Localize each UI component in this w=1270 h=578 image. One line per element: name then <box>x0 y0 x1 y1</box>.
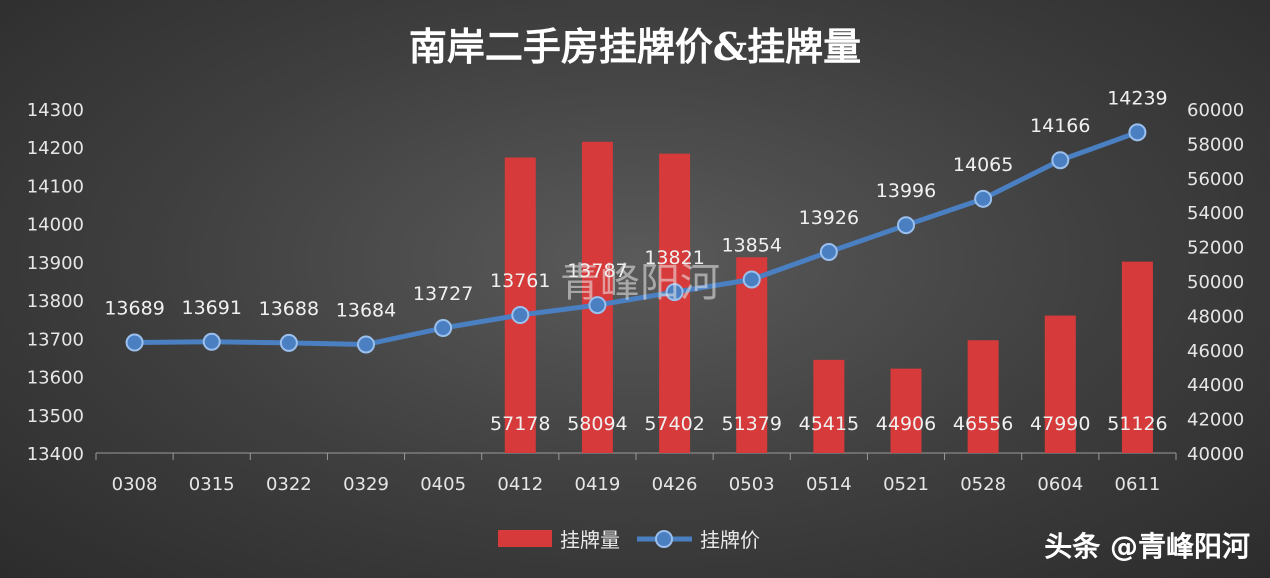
right-tick-label: 42000 <box>1187 410 1244 431</box>
x-tick-label: 0604 <box>1037 474 1083 495</box>
bar-data-label: 51379 <box>721 413 781 435</box>
line-data-label: 14166 <box>1030 115 1090 137</box>
line-data-label: 13689 <box>104 298 164 320</box>
right-tick-label: 40000 <box>1187 444 1244 465</box>
line-point <box>665 283 684 302</box>
line-data-label: 13787 <box>567 260 627 282</box>
bar-data-label: 44906 <box>876 413 936 435</box>
line-point <box>434 319 453 338</box>
left-tick-label: 14000 <box>27 215 84 236</box>
line-point <box>357 335 375 354</box>
x-tick-label: 0528 <box>960 474 1006 495</box>
right-tick-label: 56000 <box>1187 169 1244 190</box>
credit-text: 头条 @青峰阳河 <box>1044 530 1250 563</box>
legend-label-volume: 挂牌量 <box>560 528 620 552</box>
x-tick-label: 0405 <box>420 474 466 495</box>
left-tick-label: 13400 <box>27 444 84 465</box>
right-tick-label: 44000 <box>1187 375 1244 396</box>
bar-data-label: 46556 <box>953 413 1013 435</box>
left-axis-ticks: 13400 13500 13600 13700 13800 13900 14000 14100… <box>27 100 84 465</box>
bar-data-label: 51126 <box>1107 413 1167 435</box>
legend-line-marker <box>655 530 673 548</box>
line-data-labels: 13689 13691 13688 13684 13727 13761 13787 13821… <box>104 87 1167 321</box>
bar-data-label: 57402 <box>644 413 704 435</box>
legend: 挂牌量 挂牌价 <box>498 528 760 552</box>
right-tick-label: 58000 <box>1187 134 1244 155</box>
x-tick-label: 0308 <box>112 474 158 495</box>
line-data-label: 13996 <box>876 180 936 202</box>
left-tick-label: 14300 <box>27 100 84 121</box>
bar-data-label: 47990 <box>1030 413 1090 435</box>
line-point <box>511 306 530 325</box>
line-series <box>125 123 1147 354</box>
bar <box>659 153 691 453</box>
bar <box>967 340 999 453</box>
left-tick-label: 13500 <box>27 406 84 427</box>
right-tick-label: 50000 <box>1187 272 1244 293</box>
bar <box>1121 261 1153 453</box>
line-data-label: 13691 <box>181 297 241 319</box>
x-tick-label: 0503 <box>729 474 775 495</box>
bar <box>736 257 768 453</box>
line-data-label: 13688 <box>259 298 319 320</box>
line-data-label: 13926 <box>799 207 859 229</box>
line-data-label: 14239 <box>1107 87 1167 109</box>
line-data-label: 13854 <box>721 234 781 256</box>
x-tick-label: 0514 <box>806 474 852 495</box>
line-data-label: 13761 <box>490 270 550 292</box>
left-tick-label: 13600 <box>27 368 84 389</box>
bar-data-label: 58094 <box>567 413 627 435</box>
legend-bar-swatch <box>498 530 552 547</box>
left-tick-label: 14200 <box>27 138 84 159</box>
x-tick-label: 0412 <box>497 474 543 495</box>
x-tick-label: 0329 <box>343 474 389 495</box>
bar <box>813 359 845 453</box>
left-tick-label: 13700 <box>27 329 84 350</box>
watermark: 青峰阳河 <box>560 260 720 306</box>
right-tick-label: 60000 <box>1187 100 1244 121</box>
line-point <box>819 242 838 261</box>
x-tick-label: 0322 <box>266 474 312 495</box>
right-tick-label: 48000 <box>1187 306 1244 327</box>
price-line <box>132 129 1140 347</box>
x-axis: 0308 0315 0322 0329 0405 0412 0419 0426 0503 0514… <box>95 452 1177 495</box>
bar <box>1044 315 1076 453</box>
bar <box>504 157 536 454</box>
line-point <box>279 333 298 352</box>
line-point <box>125 333 144 352</box>
bar-data-label: 57178 <box>490 413 550 435</box>
line-point <box>742 270 761 289</box>
right-tick-label: 52000 <box>1187 238 1244 259</box>
line-point <box>1128 123 1147 142</box>
bar-data-label: 45415 <box>799 413 859 435</box>
line-data-label: 13821 <box>644 247 704 269</box>
left-tick-label: 13900 <box>27 253 84 274</box>
x-tick-label: 0315 <box>189 474 235 495</box>
line-point <box>897 216 915 235</box>
line-point <box>1051 151 1070 170</box>
right-tick-label: 54000 <box>1187 203 1244 224</box>
right-tick-label: 46000 <box>1187 341 1244 362</box>
line-data-label: 14065 <box>953 154 1013 176</box>
line-data-label: 13684 <box>336 299 396 321</box>
bar-series <box>504 141 1153 454</box>
line-point <box>588 296 607 315</box>
x-tick-label: 0426 <box>652 474 698 495</box>
bar <box>890 368 922 453</box>
legend-label-price: 挂牌价 <box>700 528 760 552</box>
left-tick-label: 13800 <box>27 291 84 312</box>
right-axis-ticks: 40000 42000 44000 46000 48000 50000 52000 54000… <box>1187 100 1244 465</box>
line-data-label: 13727 <box>413 283 473 305</box>
line-point <box>974 189 993 208</box>
bar-data-labels: 57178 58094 57402 51379 45415 44906 46556 47990… <box>490 413 1168 435</box>
x-tick-label: 0419 <box>575 474 621 495</box>
chart-title: 南岸二手房挂牌价&挂牌量 <box>409 24 861 69</box>
left-tick-label: 14100 <box>27 176 84 197</box>
line-point <box>202 332 221 351</box>
x-tick-label: 0611 <box>1115 474 1161 495</box>
x-tick-label: 0521 <box>883 474 929 495</box>
